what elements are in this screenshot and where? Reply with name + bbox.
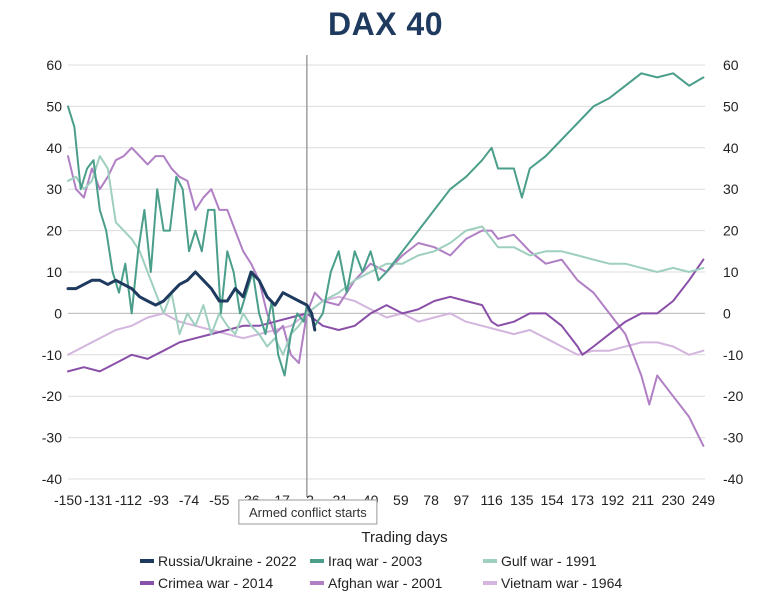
x-tick-label: 230 [661,492,685,508]
x-tick-label: 249 [692,492,716,508]
y-tick-label-right: 30 [723,181,739,197]
y-tick-label-right: 40 [723,140,739,156]
y-tick-label-left: 20 [46,223,62,239]
x-axis-label: Trading days [361,529,447,546]
x-tick-label: -93 [149,492,169,508]
x-tick-label: 59 [393,492,409,508]
annotation-label: Armed conflict starts [249,505,367,520]
x-tick-label: -131 [84,492,112,508]
y-tick-label-right: -10 [723,347,743,363]
y-tick-label-right: 10 [723,264,739,280]
series-line [67,155,705,356]
y-tick-label-right: -30 [723,430,743,446]
y-tick-label-left: 30 [46,181,62,197]
x-tick-label: 154 [540,492,564,508]
legend-label: Crimea war - 2014 [158,575,273,591]
legend-label: Russia/Ukraine - 2022 [158,553,297,569]
y-tick-label-right: -20 [723,388,743,404]
legend-label: Gulf war - 1991 [501,553,597,569]
y-tick-label-right: 20 [723,223,739,239]
legend-label: Iraq war - 2003 [328,553,422,569]
legend-label: Afghan war - 2001 [328,575,443,591]
x-tick-label: -150 [54,492,82,508]
annotation-box [238,499,378,525]
y-tick-label-right: 0 [723,305,731,321]
x-tick-label: 97 [454,492,470,508]
x-tick-label: 78 [423,492,439,508]
y-tick-label-left: 40 [46,140,62,156]
y-tick-label-right: 50 [723,98,739,114]
x-tick-label: -55 [209,492,229,508]
y-tick-label-left: 60 [46,57,62,73]
y-tick-label-left: -30 [42,430,62,446]
x-tick-label: 192 [601,492,625,508]
y-tick-label-left: 50 [46,98,62,114]
x-tick-label: -112 [115,492,142,508]
y-tick-label-left: -10 [42,347,62,363]
x-tick-label: 173 [571,492,595,508]
y-tick-label-left: 10 [46,264,62,280]
series-line [66,270,317,332]
series-line [67,72,705,377]
y-tick-label-right: 60 [723,57,739,73]
x-tick-label: -74 [179,492,199,508]
series-line [67,146,705,447]
y-tick-label-left: 0 [54,305,62,321]
y-tick-label-left: -40 [42,471,62,487]
legend-label: Vietnam war - 1964 [501,575,622,591]
x-tick-label: 211 [632,492,655,508]
x-tick-label: 135 [510,492,534,508]
y-tick-label-right: -40 [723,471,743,487]
series-line [67,295,705,356]
series-line [67,258,705,373]
y-tick-label-left: -20 [42,388,62,404]
x-tick-label: 116 [480,492,503,508]
chart-title: DAX 40 [327,6,444,42]
